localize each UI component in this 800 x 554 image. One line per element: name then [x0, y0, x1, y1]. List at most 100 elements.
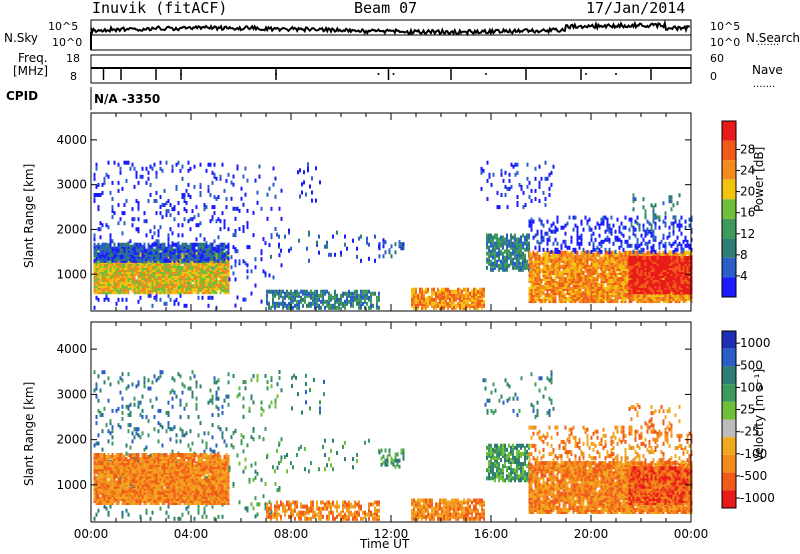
power-cell	[455, 303, 457, 308]
power-cell	[660, 252, 663, 257]
power-cell	[290, 301, 292, 306]
power-cell	[139, 256, 142, 261]
power-cell	[215, 276, 218, 281]
power-cell	[536, 252, 539, 257]
power-cell	[528, 264, 531, 269]
power-cell	[193, 276, 196, 281]
power-cell	[223, 188, 226, 193]
power-cell	[524, 203, 527, 207]
power-cell	[131, 223, 134, 228]
power-cell	[207, 303, 210, 308]
power-cell	[213, 172, 216, 177]
power-cell	[532, 289, 535, 293]
power-cell	[105, 246, 108, 251]
power-cell	[628, 252, 631, 257]
power-cell	[678, 252, 681, 257]
power-cell	[642, 250, 645, 255]
power-cell	[344, 242, 346, 247]
power-cell	[508, 249, 510, 254]
power-cell	[574, 264, 577, 269]
power-cell	[378, 254, 381, 259]
power-cell	[596, 291, 599, 296]
power-cell	[165, 160, 168, 165]
power-cell	[173, 288, 176, 293]
power-cell	[221, 242, 224, 247]
power-cell	[504, 193, 507, 197]
power-cell	[155, 264, 158, 268]
power-cell	[161, 168, 164, 173]
power-cell	[506, 265, 508, 270]
power-cell	[528, 291, 531, 296]
power-cell	[504, 184, 507, 189]
power-cell	[165, 264, 168, 268]
power-cell	[280, 216, 283, 221]
power-cell	[682, 250, 685, 255]
power-cell	[93, 199, 96, 203]
power-cell	[660, 297, 663, 302]
power-cell	[516, 253, 518, 258]
power-cell	[425, 301, 427, 306]
power-cell	[562, 277, 565, 281]
power-cell	[193, 288, 196, 293]
power-cell	[244, 261, 247, 266]
power-cell	[467, 287, 469, 292]
power-cell	[306, 293, 308, 298]
power-cell	[400, 246, 403, 251]
power-cell	[207, 188, 210, 193]
power-cell	[175, 254, 178, 259]
power-cell	[109, 233, 112, 238]
power-cell	[602, 254, 605, 259]
power-cell	[117, 203, 120, 207]
power-cell	[516, 241, 518, 246]
power-cell	[143, 264, 146, 268]
power-cell	[117, 242, 120, 247]
power-cell	[155, 276, 158, 281]
power-cell	[362, 293, 364, 298]
power-cell	[105, 256, 108, 261]
power-cell	[558, 256, 561, 261]
power-cell	[121, 276, 124, 281]
power-cell	[546, 250, 549, 255]
power-cell	[534, 166, 537, 171]
power-cell	[292, 291, 294, 296]
power-cell	[540, 239, 543, 244]
power-cell	[310, 289, 312, 294]
power-cell	[228, 277, 231, 282]
power-cell	[668, 252, 671, 257]
power-cell	[149, 193, 152, 197]
power-cell	[326, 289, 328, 294]
power-cell	[99, 235, 102, 240]
power-cell	[205, 248, 208, 253]
power-cell	[207, 278, 210, 283]
power-cell	[153, 248, 156, 253]
power-cell	[314, 305, 316, 310]
power-cell	[225, 250, 228, 255]
power-cell	[588, 250, 591, 255]
power-cell	[520, 235, 522, 240]
power-cell	[121, 242, 124, 247]
power-cell	[606, 217, 609, 222]
power-cell	[133, 276, 136, 281]
power-cell	[502, 235, 504, 240]
power-cell	[356, 301, 358, 306]
power-cell	[634, 293, 637, 298]
power-cell	[292, 293, 294, 298]
power-cell	[580, 277, 583, 281]
power-cell	[419, 287, 421, 292]
power-cell	[129, 244, 132, 249]
power-cell	[598, 241, 601, 246]
power-cell	[500, 249, 502, 254]
power-cell	[534, 176, 537, 181]
power-cell	[592, 295, 595, 300]
power-cell	[260, 249, 263, 254]
power-cell	[512, 164, 515, 169]
power-cell	[316, 297, 318, 302]
power-cell	[189, 195, 192, 199]
power-cell	[141, 276, 144, 281]
power-cell	[568, 268, 571, 273]
power-cell	[516, 265, 518, 270]
power-cell	[526, 237, 528, 242]
power-cell	[234, 277, 237, 282]
power-cell	[137, 252, 140, 257]
power-cell	[107, 297, 110, 302]
